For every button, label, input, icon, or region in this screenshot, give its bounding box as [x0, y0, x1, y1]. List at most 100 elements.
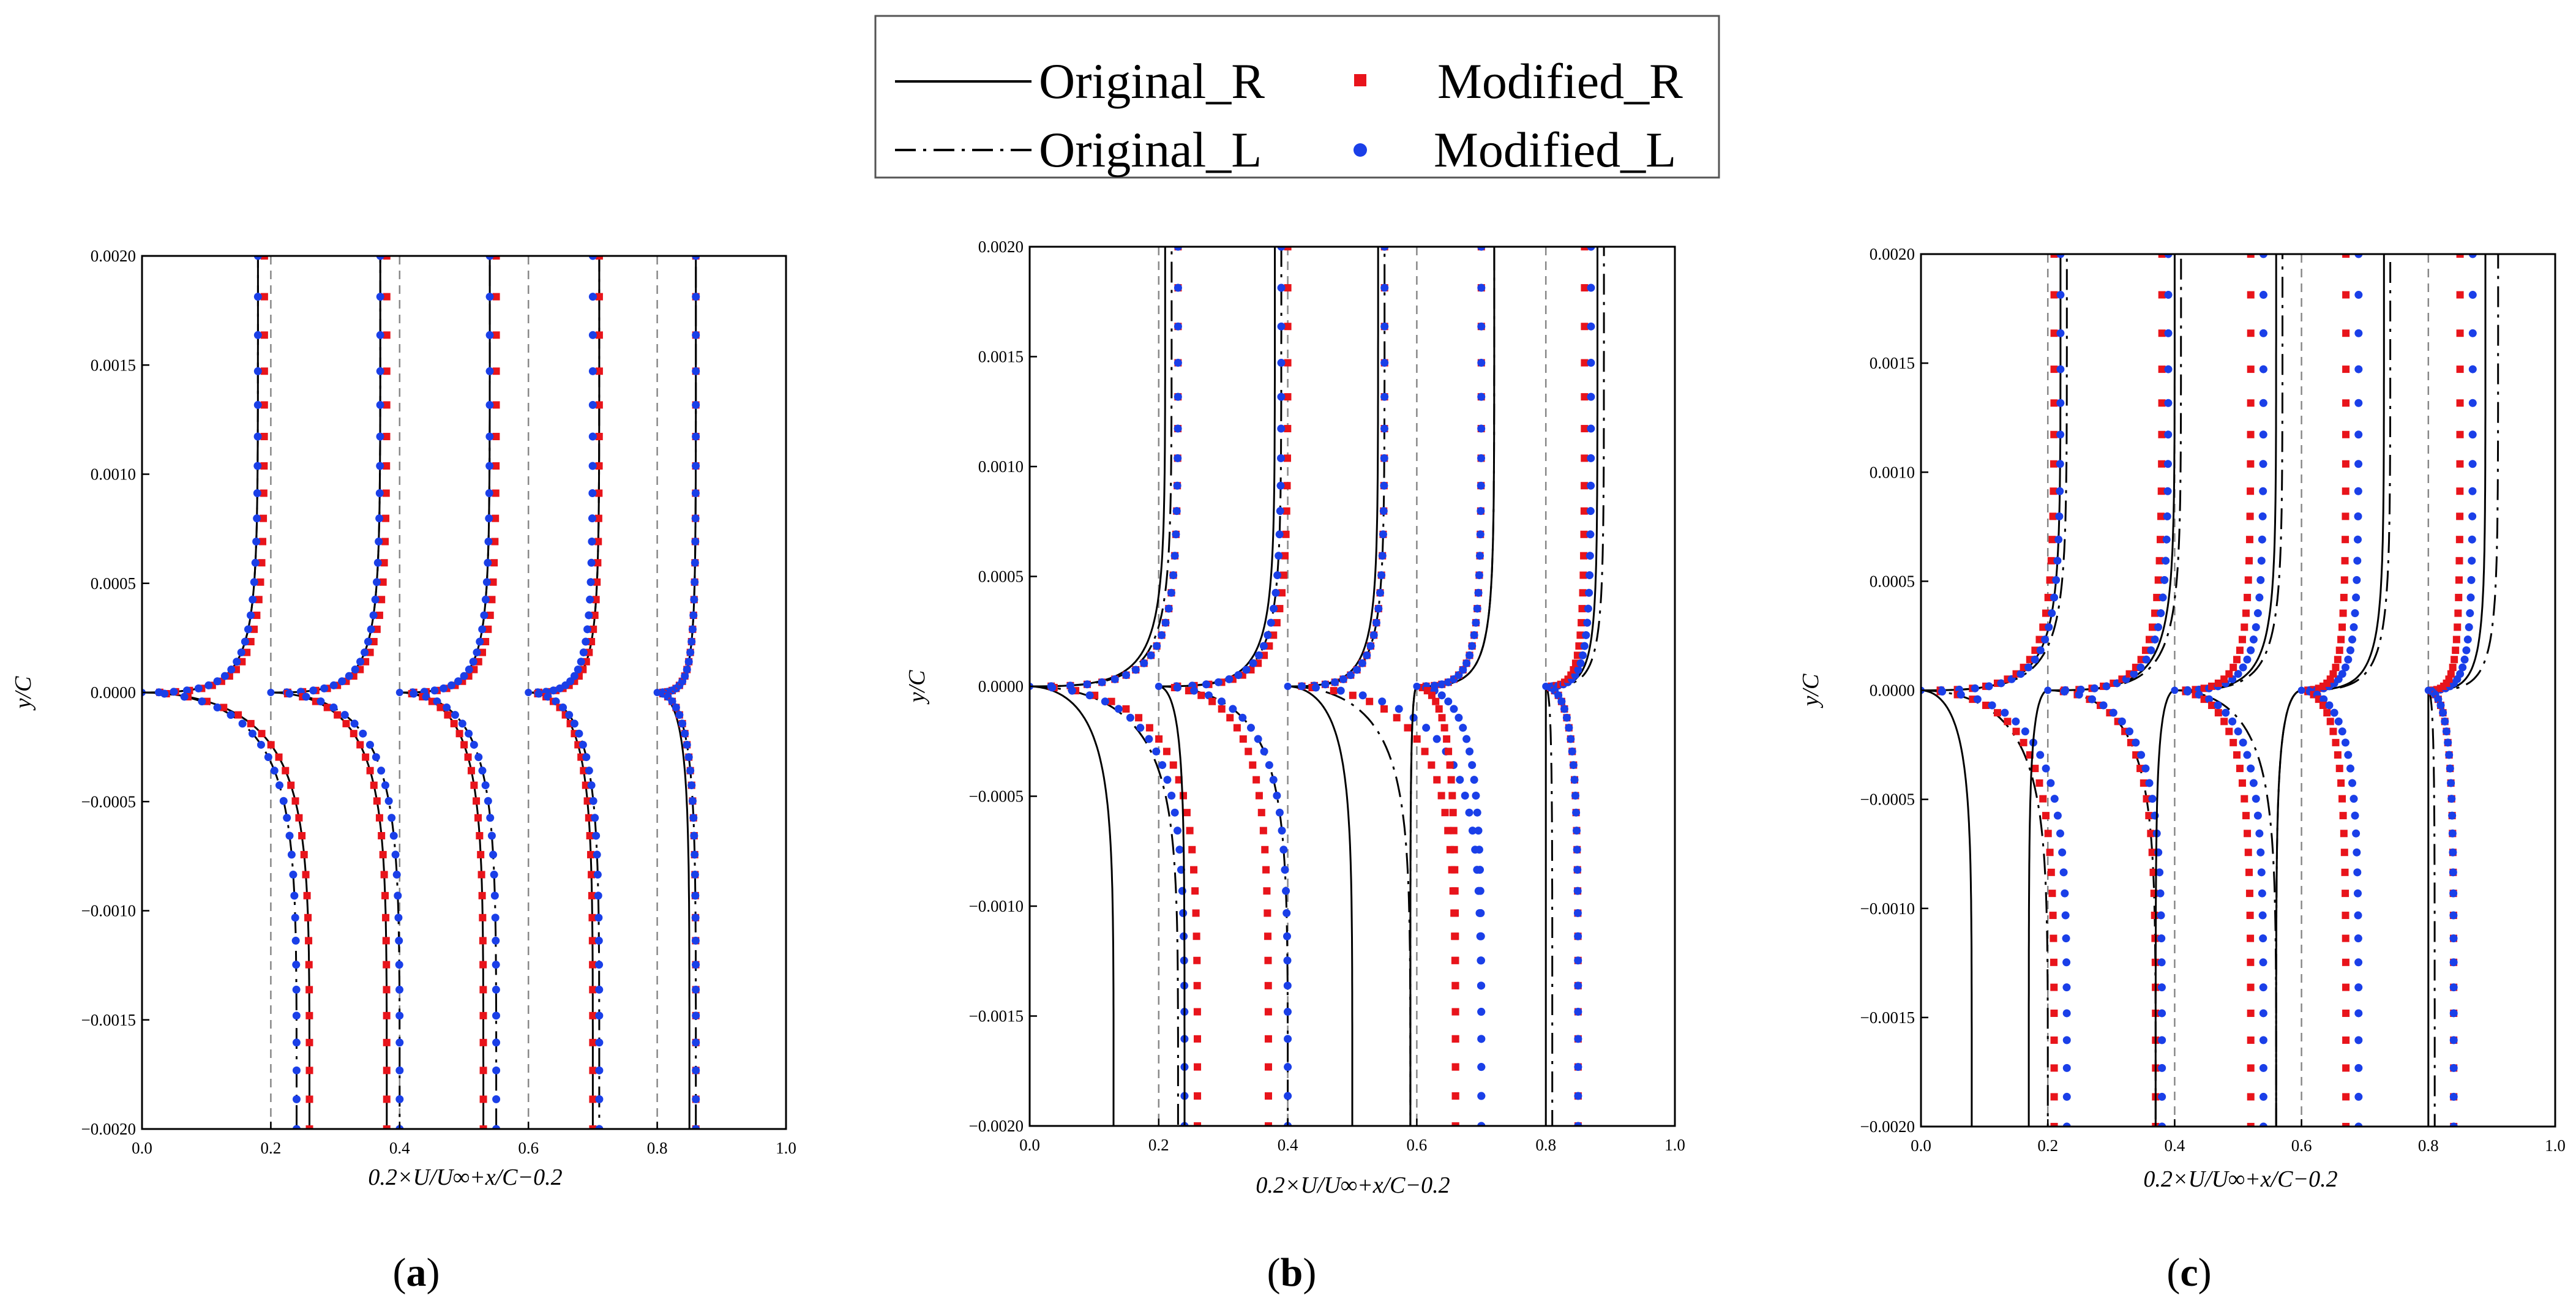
modified-l-point: [2436, 701, 2445, 710]
modified-l-point: [2056, 254, 2065, 258]
modified-r-point: [258, 730, 266, 738]
x-tick-label: 0.2: [2037, 1136, 2058, 1155]
modified-l-point: [2449, 983, 2458, 992]
modified-l-point: [1190, 686, 1199, 695]
modified-l-point: [2058, 848, 2067, 857]
modified-l-point: [485, 331, 494, 339]
modified-l-point: [2353, 576, 2361, 584]
modified-r-point: [1263, 887, 1271, 895]
modified-r-point: [2050, 958, 2057, 966]
modified-l-point: [579, 648, 588, 657]
modified-l-point: [2056, 329, 2065, 337]
legend-swatch-modified-l: [1354, 143, 1367, 157]
y-tick-label: 0.0015: [91, 356, 136, 374]
modified-l-point: [392, 871, 401, 879]
modified-r-point: [383, 462, 391, 470]
modified-r-point: [1581, 284, 1589, 292]
modified-l-point: [1264, 631, 1272, 639]
original-r-line-upper: [1030, 247, 1166, 688]
modified-l-point: [1475, 846, 1483, 854]
modified-l-point: [247, 611, 255, 620]
original-l-line-upper: [1158, 247, 1282, 688]
modified-l-point: [1477, 481, 1485, 490]
modified-r-point: [1193, 1008, 1201, 1016]
modified-r-point: [2145, 812, 2153, 820]
modified-r-point: [379, 578, 387, 586]
modified-r-point: [586, 831, 594, 839]
modified-l-point: [1477, 932, 1485, 940]
station-origin-point: [1155, 683, 1163, 690]
modified-r-point: [1451, 1008, 1459, 1016]
y-tick-label: 0.0005: [1870, 572, 1915, 590]
modified-l-point: [490, 891, 499, 900]
modified-l-point: [486, 814, 495, 822]
modified-r-point: [2225, 727, 2233, 735]
modified-r-point: [1393, 714, 1401, 722]
modified-l-point: [2053, 811, 2062, 820]
modified-r-point: [2319, 702, 2327, 710]
original-r-line-lower: [1409, 685, 1418, 1126]
modified-r-point: [1194, 1092, 1202, 1100]
modified-l-point: [1339, 675, 1347, 683]
modified-l-point: [549, 686, 558, 695]
modified-l-point: [1584, 604, 1592, 613]
modified-r-point: [2050, 430, 2058, 438]
modified-r-point: [470, 781, 478, 789]
y-tick-label: 0.0010: [978, 457, 1024, 476]
modified-l-point: [492, 985, 500, 994]
modified-l-point: [1472, 792, 1480, 800]
modified-r-point: [473, 797, 481, 805]
modified-l-point: [1573, 887, 1582, 895]
modified-l-point: [2468, 430, 2477, 439]
x-tick-label: 0.4: [1278, 1136, 1298, 1154]
modified-l-point: [2259, 1092, 2267, 1101]
modified-l-point: [1169, 571, 1178, 579]
modified-r-point: [2247, 958, 2255, 966]
station-origin-point: [2424, 686, 2432, 694]
modified-l-point: [1276, 507, 1284, 516]
modified-l-point: [578, 740, 587, 749]
modified-r-point: [479, 937, 487, 945]
modified-r-point: [2332, 738, 2340, 746]
modified-l-point: [1574, 956, 1582, 965]
modified-l-point: [2354, 1122, 2363, 1127]
modified-l-point: [2354, 254, 2363, 258]
modified-l-point: [376, 293, 384, 301]
modified-l-point: [595, 1095, 604, 1103]
modified-l-point: [1214, 678, 1222, 686]
modified-l-point: [588, 489, 597, 498]
modified-l-point: [285, 831, 294, 840]
modified-r-point: [594, 559, 602, 567]
modified-l-point: [586, 595, 594, 604]
modified-r-point: [492, 331, 500, 339]
modified-r-point: [375, 611, 383, 619]
modified-l-point: [2354, 1009, 2363, 1018]
modified-r-point: [1578, 619, 1586, 627]
modified-l-point: [1298, 682, 1306, 691]
original-r-line-upper: [271, 256, 381, 694]
modified-r-point: [2050, 934, 2057, 942]
modified-r-point: [370, 637, 378, 645]
modified-l-point: [2249, 779, 2258, 787]
modified-r-point: [585, 814, 593, 822]
modified-l-point: [244, 625, 252, 634]
modified-r-point: [383, 401, 391, 409]
modified-r-point: [2455, 536, 2463, 544]
modified-r-point: [2158, 399, 2166, 407]
modified-l-point: [1131, 666, 1140, 674]
modified-r-point: [1993, 709, 2001, 717]
x-axis-title: 0.2×U/U∞+x/C−0.2: [1256, 1172, 1450, 1198]
modified-l-point: [1560, 705, 1568, 713]
modified-l-point: [1572, 808, 1581, 817]
modified-l-point: [2050, 593, 2059, 602]
modified-r-point: [2050, 1093, 2058, 1101]
modified-r-point: [2241, 623, 2248, 631]
original-r-line-upper: [1287, 247, 1379, 688]
modified-l-point: [2468, 254, 2477, 258]
modified-l-point: [1380, 454, 1388, 462]
modified-r-point: [490, 559, 498, 567]
chart-panel-c: 0.0 0.2 0.4 0.6 0.8 1.0 −0.0020 −0.0015 −0.0010 −…: [1798, 245, 2566, 1295]
modified-l-point: [487, 831, 496, 840]
modified-l-point: [1971, 684, 1979, 692]
modified-l-point: [2341, 738, 2349, 747]
